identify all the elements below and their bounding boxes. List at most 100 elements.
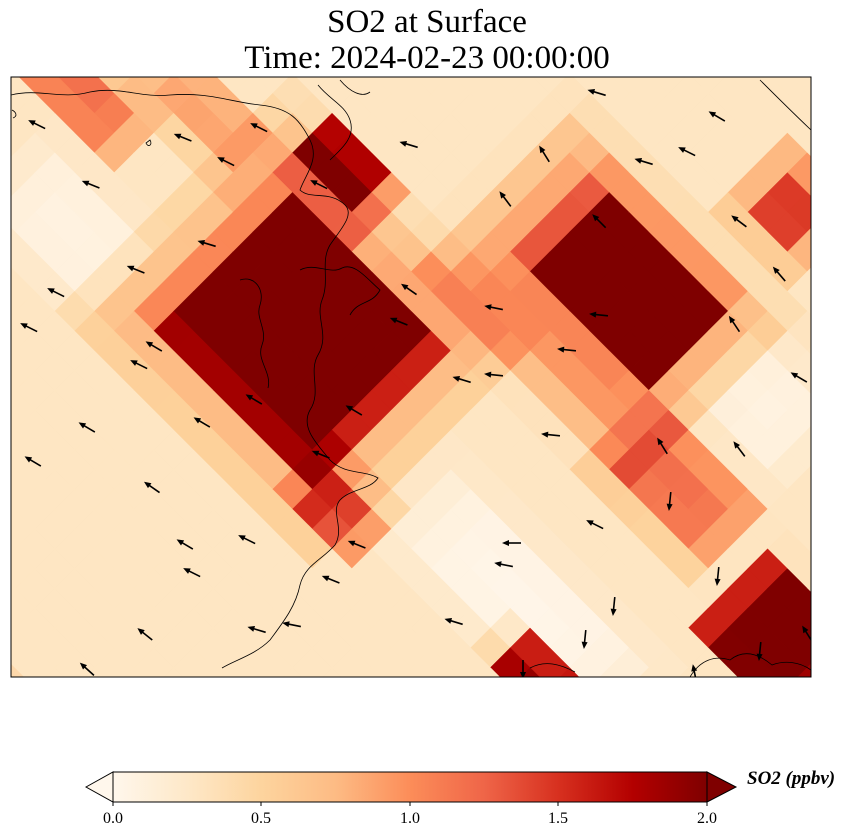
- so2-grid-cell: [282, 667, 303, 677]
- wind-arrow: [714, 566, 721, 586]
- so2-grid-cell: [322, 667, 342, 677]
- wind-arrow: [197, 239, 216, 248]
- wind-arrow: [389, 317, 408, 326]
- map-title: SO2 at Surface Time: 2024-02-23 00:00:00: [0, 4, 854, 76]
- so2-grid-cell: [827, 430, 854, 470]
- title-line-1: SO2 at Surface: [327, 4, 527, 40]
- coastline-segment: [689, 653, 811, 677]
- so2-grid-cell: [589, 34, 629, 74]
- so2-grid-cell: [14, 647, 56, 677]
- so2-grid-cell: [11, 187, 16, 198]
- so2-grid-cell: [441, 667, 461, 677]
- so2-grid-cell: [291, 647, 333, 677]
- wind-arrow: [347, 540, 366, 549]
- wind-arrow: [610, 596, 617, 616]
- coastlines: [11, 79, 811, 677]
- so2-grid-cell: [768, 688, 808, 700]
- wind-arrow: [589, 311, 609, 318]
- so2-grid-cell: [11, 465, 16, 475]
- so2-grid-cell: [806, 267, 811, 277]
- so2-grid-cell: [0, 34, 35, 74]
- wind-arrow: [28, 120, 46, 130]
- wind-arrow: [586, 520, 604, 530]
- so2-grid-cell: [520, 667, 540, 677]
- so2-map: [0, 34, 854, 700]
- so2-grid-cell: [529, 647, 571, 677]
- so2-grid-cell: [11, 504, 16, 515]
- wind-arrow: [321, 575, 340, 584]
- so2-grid-cell: [827, 549, 854, 589]
- so2-grid-cell: [809, 77, 811, 79]
- so2-grid-cell: [193, 34, 233, 74]
- so2-grid-cell: [450, 647, 491, 677]
- so2-field: [0, 34, 854, 700]
- so2-grid-cell: [93, 647, 135, 677]
- wind-arrow: [790, 372, 808, 383]
- so2-grid-cell: [233, 34, 273, 74]
- so2-grid-cell: [401, 667, 421, 677]
- so2-grid-cell: [11, 583, 16, 594]
- wind-arrow: [193, 417, 211, 428]
- wind-arrow: [81, 180, 100, 189]
- so2-grid-cell: [352, 34, 392, 74]
- wind-arrow: [250, 123, 268, 133]
- so2-grid-cell: [827, 470, 854, 510]
- so2-grid-cell: [84, 667, 105, 677]
- so2-grid-cell: [570, 688, 610, 700]
- so2-grid-cell: [154, 34, 194, 74]
- colorbar-label: SO2 (ppbv): [747, 768, 836, 789]
- so2-grid-cell: [11, 267, 16, 277]
- wind-arrow: [587, 88, 606, 97]
- so2-grid-cell: [806, 465, 811, 475]
- wind-arrow: [484, 304, 504, 311]
- wind-arrow: [399, 140, 418, 149]
- so2-grid-cell: [827, 628, 854, 668]
- wind-arrow: [78, 422, 96, 433]
- wind-arrow: [708, 111, 726, 122]
- so2-grid-cell: [11, 623, 16, 633]
- colorbar-tick-3: 1.5: [548, 810, 568, 827]
- wind-arrow: [130, 360, 148, 370]
- so2-grid-cell: [827, 232, 854, 272]
- colorbar-extend-low: [84, 771, 114, 803]
- so2-grid-cell: [708, 34, 748, 74]
- wind-arrow: [245, 394, 263, 405]
- so2-grid-cell: [173, 647, 214, 677]
- so2-grid-cell: [292, 688, 332, 700]
- wind-arrow: [47, 288, 65, 298]
- wind-arrow: [310, 180, 328, 190]
- so2-grid-cell: [827, 311, 854, 351]
- so2-grid-cell: [410, 647, 452, 677]
- colorbar-tick-2: 1.0: [400, 810, 420, 827]
- so2-grid-cell: [331, 647, 373, 677]
- so2-grid-cell: [361, 667, 382, 677]
- wind-arrow: [145, 341, 163, 352]
- so2-grid-cell: [94, 688, 134, 700]
- wind-arrow: [173, 133, 192, 142]
- so2-grid-cell: [11, 544, 16, 554]
- map-frame: [10, 76, 812, 678]
- so2-grid-cell: [608, 647, 650, 677]
- wind-vectors: [20, 88, 811, 677]
- wind-arrow: [494, 561, 514, 568]
- so2-grid-cell: [114, 34, 154, 74]
- so2-grid-cell: [639, 667, 659, 677]
- coastline-segment: [759, 79, 811, 131]
- so2-grid-cell: [669, 34, 709, 74]
- wind-arrow: [143, 481, 161, 494]
- coastline-segment: [529, 663, 576, 673]
- wind-arrow: [452, 375, 471, 384]
- so2-grid-cell: [806, 505, 811, 514]
- so2-grid-cell: [530, 688, 570, 700]
- so2-grid-cell: [806, 623, 811, 633]
- wind-arrow: [691, 664, 698, 677]
- so2-grid-cell: [75, 34, 115, 74]
- so2-grid-cell: [728, 688, 768, 700]
- so2-grid-cell: [253, 688, 293, 700]
- wind-arrow: [20, 323, 38, 333]
- so2-grid-cell: [678, 667, 699, 677]
- so2-grid-cell: [727, 647, 769, 677]
- so2-grid-cell: [203, 667, 223, 677]
- wind-arrow: [238, 535, 256, 545]
- coastline-segment: [339, 79, 371, 95]
